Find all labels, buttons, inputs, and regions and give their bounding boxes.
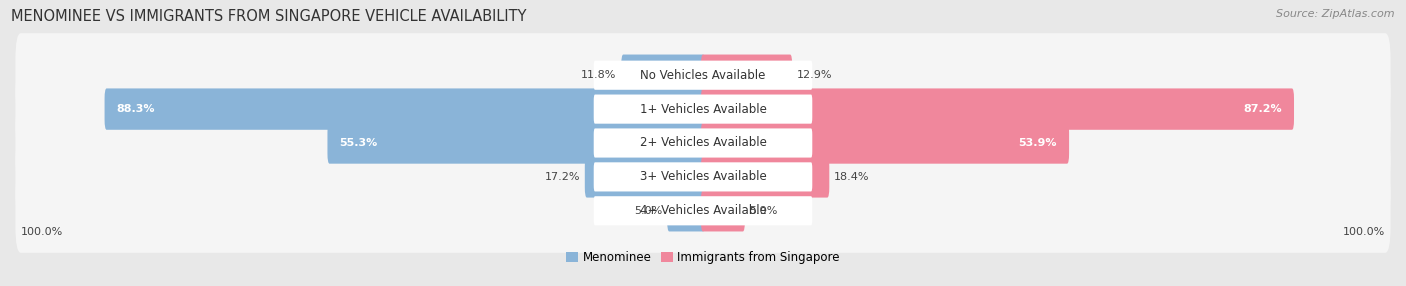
FancyBboxPatch shape <box>593 61 813 90</box>
Text: 87.2%: 87.2% <box>1243 104 1282 114</box>
FancyBboxPatch shape <box>668 190 704 231</box>
Text: 3+ Vehicles Available: 3+ Vehicles Available <box>640 170 766 183</box>
Text: 4+ Vehicles Available: 4+ Vehicles Available <box>640 204 766 217</box>
Text: 1+ Vehicles Available: 1+ Vehicles Available <box>640 103 766 116</box>
FancyBboxPatch shape <box>702 156 830 198</box>
Text: 17.2%: 17.2% <box>544 172 581 182</box>
FancyBboxPatch shape <box>702 88 1294 130</box>
FancyBboxPatch shape <box>593 162 813 191</box>
FancyBboxPatch shape <box>15 33 1391 117</box>
FancyBboxPatch shape <box>702 190 745 231</box>
FancyBboxPatch shape <box>593 196 813 225</box>
FancyBboxPatch shape <box>621 55 704 96</box>
Text: 55.3%: 55.3% <box>340 138 378 148</box>
FancyBboxPatch shape <box>15 169 1391 253</box>
Text: 12.9%: 12.9% <box>797 70 832 80</box>
Text: 88.3%: 88.3% <box>117 104 155 114</box>
FancyBboxPatch shape <box>593 128 813 158</box>
Text: 5.9%: 5.9% <box>749 206 778 216</box>
Text: 2+ Vehicles Available: 2+ Vehicles Available <box>640 136 766 150</box>
Text: Source: ZipAtlas.com: Source: ZipAtlas.com <box>1277 9 1395 19</box>
FancyBboxPatch shape <box>15 135 1391 219</box>
FancyBboxPatch shape <box>585 156 704 198</box>
FancyBboxPatch shape <box>15 67 1391 151</box>
Text: 100.0%: 100.0% <box>21 227 63 237</box>
FancyBboxPatch shape <box>104 88 704 130</box>
Text: 18.4%: 18.4% <box>834 172 869 182</box>
FancyBboxPatch shape <box>702 122 1069 164</box>
Text: No Vehicles Available: No Vehicles Available <box>640 69 766 82</box>
Text: 53.9%: 53.9% <box>1018 138 1057 148</box>
FancyBboxPatch shape <box>702 55 792 96</box>
Text: 5.0%: 5.0% <box>634 206 662 216</box>
Legend: Menominee, Immigrants from Singapore: Menominee, Immigrants from Singapore <box>561 247 845 269</box>
FancyBboxPatch shape <box>593 95 813 124</box>
FancyBboxPatch shape <box>15 101 1391 185</box>
Text: 11.8%: 11.8% <box>581 70 617 80</box>
FancyBboxPatch shape <box>328 122 704 164</box>
Text: 100.0%: 100.0% <box>1343 227 1385 237</box>
Text: MENOMINEE VS IMMIGRANTS FROM SINGAPORE VEHICLE AVAILABILITY: MENOMINEE VS IMMIGRANTS FROM SINGAPORE V… <box>11 9 527 23</box>
